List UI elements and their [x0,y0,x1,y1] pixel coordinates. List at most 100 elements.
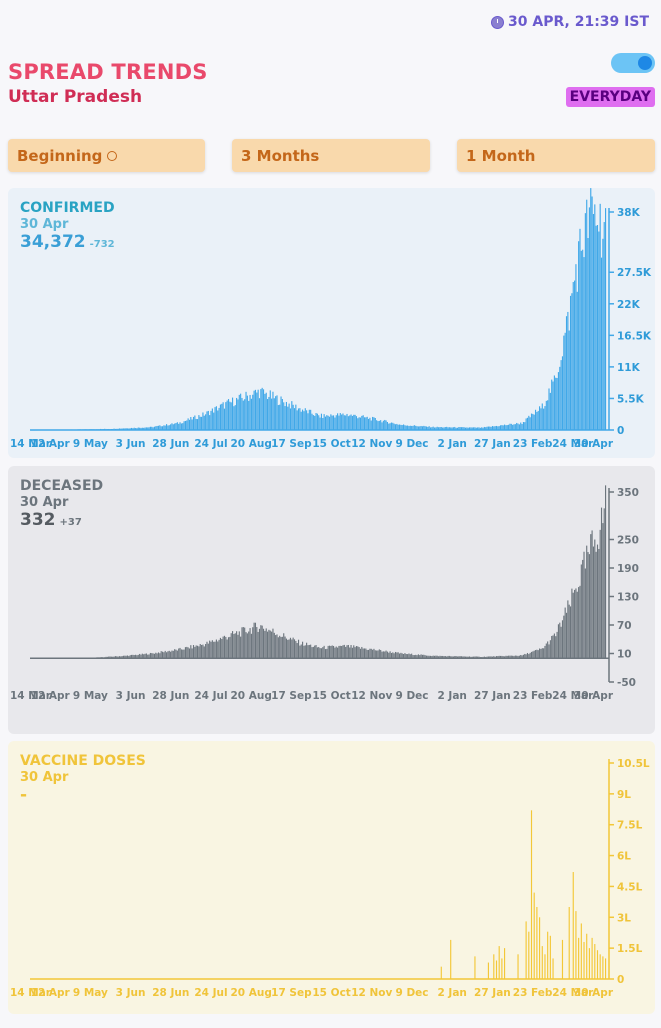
bar [206,641,208,659]
bar [157,652,160,659]
bar [578,587,580,659]
deceased-chart-panel[interactable]: DECEASED 30 Apr 332 +37 -50 10 70 130 190 250 3… [8,466,655,734]
bar [288,639,290,659]
bar [582,249,584,430]
bar [588,207,590,430]
bar [287,639,289,659]
x-tick-label: 9 May [73,690,108,702]
bar [552,381,554,430]
bar [324,649,327,659]
bar [306,642,308,659]
deceased-date: 30 Apr [20,495,69,510]
bar [571,588,573,659]
bar [540,408,542,430]
bar [544,954,546,979]
bar [400,652,402,659]
bar [588,554,590,659]
bar [397,652,399,659]
deceased-title: DECEASED [20,478,104,494]
bar [388,652,390,659]
bar [533,892,535,979]
bar [594,204,596,430]
bar [332,415,335,430]
bar [502,656,504,659]
bar [166,424,168,430]
bar [528,415,530,430]
bar [122,655,125,659]
bar [579,228,581,430]
range-beginning-button[interactable]: Beginning [8,139,205,172]
bar [310,409,312,430]
bar [529,652,531,659]
y-tick-label: 10.5L [617,758,650,770]
bar [152,653,154,659]
bar [505,655,507,659]
bar [143,654,145,659]
y-tick-label: 7.5L [617,820,643,832]
bar [120,656,122,659]
bar [275,396,277,430]
bar [268,629,270,659]
bar [448,427,450,430]
bar [273,398,275,430]
bar [300,411,302,430]
x-tick-label: 30 Apr [574,690,614,702]
bar [307,413,309,430]
bar [435,427,437,430]
bar [504,424,506,430]
bar [148,427,150,430]
bar [296,643,298,659]
bar [392,652,394,659]
bar [431,655,433,659]
bar [377,421,379,430]
bar [411,653,413,659]
confirmed-chart-panel[interactable]: CONFIRMED 30 Apr 34,372 -732 0 5.5K 11K 16.5… [8,188,655,458]
range-1-month-button[interactable]: 1 Month [457,139,655,172]
bar [459,427,461,430]
bar [420,654,422,659]
bar [252,394,254,430]
vaccine-chart-panel[interactable]: VACCINE DOSES 30 Apr - 0 1.5L 3L 4.5L 6L 7.5L… [8,741,655,1014]
bar [206,411,208,430]
bar [153,653,156,659]
bar [386,651,388,659]
bar [548,644,550,659]
bar [560,360,562,430]
bar [576,291,578,430]
bar [524,653,526,659]
bar [536,907,538,979]
bar [112,656,114,659]
bar [565,316,568,430]
bar [572,282,574,430]
bar [226,400,228,430]
bar [479,427,481,430]
bar [384,651,386,659]
bar [521,424,523,430]
bar [233,634,235,659]
bar [380,649,382,659]
bar [311,413,313,430]
bar [174,423,176,430]
bar [182,423,184,430]
bar [116,656,118,659]
bar [219,637,222,659]
scale-toggle[interactable] [611,53,655,73]
bar [124,428,126,430]
bar [284,406,286,430]
bar [125,428,127,430]
bar [517,423,519,430]
bar [599,203,601,430]
bar [233,406,235,430]
bar [568,604,570,659]
bar [316,647,318,659]
bar [194,646,196,659]
mode-badge[interactable]: EVERYDAY [565,87,655,107]
bar [302,409,304,430]
range-3-months-button[interactable]: 3 Months [232,139,430,172]
x-tick-label: 9 May [73,987,108,999]
bar [219,404,222,430]
bar [238,631,240,659]
bar [431,427,433,430]
bar [338,645,340,659]
bar [382,651,384,659]
